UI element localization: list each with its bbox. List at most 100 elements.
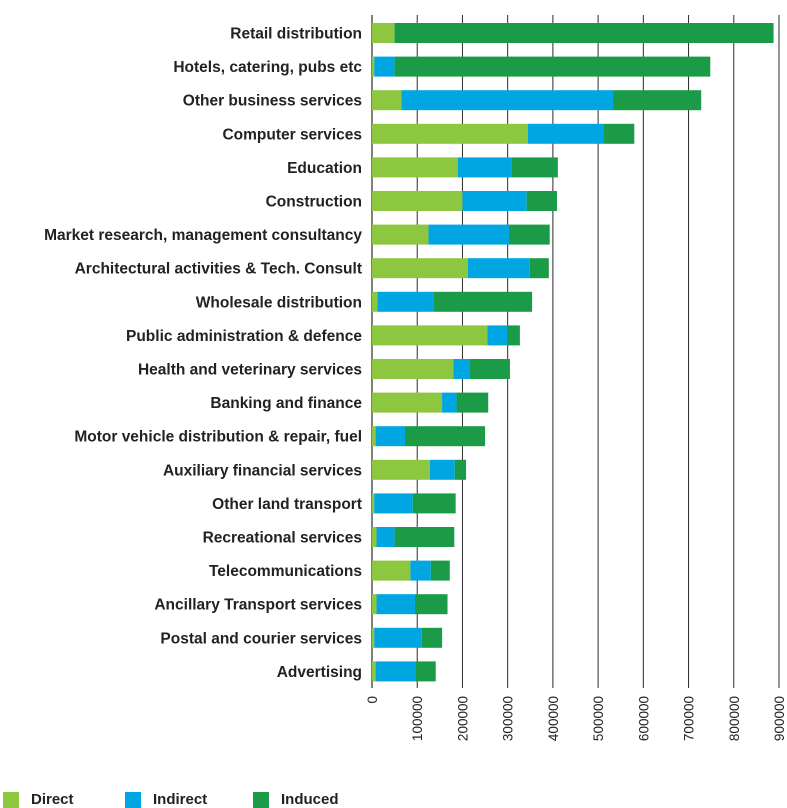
category-label-education: Education <box>287 160 362 177</box>
bar-indirect-market-research-management-consultancy <box>428 224 510 245</box>
x-tick-label-700000: 700000 <box>682 696 697 741</box>
category-label-motor-vehicle-distribution-repair-fuel: Motor vehicle distribution & repair, fue… <box>74 429 362 446</box>
x-tick-label-400000: 400000 <box>546 696 561 741</box>
bar-direct-ancillary-transport-services <box>372 594 377 615</box>
category-label-auxiliary-financial-services: Auxiliary financial services <box>163 462 362 479</box>
bar-indirect-advertising <box>375 661 416 682</box>
bar-indirect-other-land-transport <box>374 493 413 514</box>
x-tick-label-900000: 900000 <box>772 696 787 741</box>
category-label-computer-services: Computer services <box>222 126 362 143</box>
bar-induced-recreational-services <box>394 527 455 547</box>
bar-direct-health-and-veterinary-services <box>372 359 454 379</box>
bar-induced-market-research-management-consultancy <box>509 224 550 245</box>
x-tick-label-100000: 100000 <box>410 696 425 741</box>
bar-induced-retail-distribution <box>394 23 774 43</box>
x-tick-label-600000: 600000 <box>636 696 651 741</box>
legend-label-direct: Direct <box>31 791 74 808</box>
category-label-advertising: Advertising <box>277 664 362 681</box>
bar-induced-other-land-transport <box>412 493 456 514</box>
bar-induced-health-and-veterinary-services <box>469 359 510 379</box>
bar-indirect-public-administration-defence <box>487 325 508 346</box>
bar-direct-postal-and-courier-services <box>372 627 375 648</box>
bar-induced-auxiliary-financial-services <box>454 459 467 480</box>
category-labels: Retail distribution Hotels, catering, pub… <box>44 26 362 681</box>
category-label-market-research-management-consultancy: Market research, management consultancy <box>44 227 362 244</box>
legend: Direct Indirect Induced <box>0 788 787 808</box>
gridlines <box>371 15 780 688</box>
bar-indirect-motor-vehicle-distribution-repair-fuel <box>375 426 406 447</box>
bar-indirect-health-and-veterinary-services <box>453 359 470 379</box>
bar-direct-other-business-services <box>372 90 402 111</box>
category-label-other-land-transport: Other land transport <box>212 496 362 513</box>
bar-induced-other-business-services <box>613 90 702 111</box>
category-label-hotels-catering-pubs-etc: Hotels, catering, pubs etc <box>173 59 362 76</box>
bar-direct-hotels-catering-pubs-etc <box>372 56 375 77</box>
legend-item-indirect: Indirect <box>125 791 207 808</box>
legend-label-induced: Induced <box>281 791 339 808</box>
x-tick-label-0: 0 <box>365 696 380 704</box>
x-tick-label-800000: 800000 <box>727 696 742 741</box>
bar-induced-ancillary-transport-services <box>414 594 448 615</box>
bar-direct-computer-services <box>372 123 529 144</box>
legend-label-indirect: Indirect <box>153 791 208 808</box>
bar-indirect-hotels-catering-pubs-etc <box>374 56 395 77</box>
bar-induced-banking-and-finance <box>456 392 489 413</box>
bar-indirect-architectural-activities-tech-consult <box>467 258 530 279</box>
bar-induced-postal-and-courier-services <box>421 627 443 648</box>
bar-indirect-telecommunications <box>410 560 431 581</box>
bar-direct-construction <box>372 191 463 211</box>
category-label-public-administration-defence: Public administration & defence <box>126 328 362 345</box>
bar-direct-education <box>372 157 458 178</box>
bar-direct-recreational-services <box>372 527 377 547</box>
category-label-telecommunications: Telecommunications <box>209 563 362 580</box>
bar-direct-motor-vehicle-distribution-repair-fuel <box>372 426 376 447</box>
category-label-banking-and-finance: Banking and finance <box>210 395 362 412</box>
x-tick-label-300000: 300000 <box>501 696 516 741</box>
bar-induced-advertising <box>415 661 436 682</box>
category-label-other-business-services: Other business services <box>183 93 362 110</box>
bar-indirect-banking-and-finance <box>442 392 457 413</box>
bar-induced-wholesale-distribution <box>433 291 533 312</box>
x-tick-label-200000: 200000 <box>455 696 470 741</box>
bar-induced-education <box>511 157 558 178</box>
bar-indirect-postal-and-courier-services <box>374 627 422 648</box>
bar-induced-telecommunications <box>430 560 450 581</box>
bar-indirect-construction <box>462 191 527 211</box>
category-label-construction: Construction <box>266 194 362 211</box>
bar-direct-auxiliary-financial-services <box>372 459 430 480</box>
bar-direct-market-research-management-consultancy <box>372 224 429 245</box>
x-tick-label-500000: 500000 <box>591 696 606 741</box>
bar-induced-architectural-activities-tech-consult <box>529 258 549 279</box>
bar-induced-motor-vehicle-distribution-repair-fuel <box>405 426 486 447</box>
legend-swatch-induced <box>253 791 269 808</box>
bar-indirect-recreational-services <box>376 527 395 547</box>
bar-indirect-education <box>457 157 512 178</box>
bar-induced-hotels-catering-pubs-etc <box>394 56 711 77</box>
bar-indirect-ancillary-transport-services <box>376 594 415 615</box>
bar-direct-advertising <box>372 661 376 682</box>
bar-direct-telecommunications <box>372 560 411 581</box>
bar-induced-computer-services <box>603 123 635 144</box>
bar-direct-retail-distribution <box>372 23 395 43</box>
bar-indirect-computer-services <box>528 123 604 144</box>
category-label-recreational-services: Recreational services <box>203 530 362 547</box>
bar-direct-banking-and-finance <box>372 392 443 413</box>
legend-swatch-direct <box>3 791 19 808</box>
bar-indirect-auxiliary-financial-services <box>429 459 455 480</box>
bar-indirect-wholesale-distribution <box>377 291 434 312</box>
bar-direct-public-administration-defence <box>372 325 488 346</box>
legend-swatch-indirect <box>125 791 141 808</box>
bars <box>372 23 774 682</box>
legend-item-induced: Induced <box>253 791 339 808</box>
category-label-retail-distribution: Retail distribution <box>230 26 362 43</box>
x-axis-tick-labels: 0 100000 200000 300000 400000 500000 600000 700… <box>365 696 787 741</box>
bar-indirect-other-business-services <box>401 90 614 111</box>
category-label-postal-and-courier-services: Postal and courier services <box>160 630 362 647</box>
stacked-bar-chart: Retail distribution Hotels, catering, pub… <box>44 15 787 741</box>
category-label-ancillary-transport-services: Ancillary Transport services <box>154 597 362 614</box>
bar-direct-architectural-activities-tech-consult <box>372 258 468 279</box>
bar-direct-other-land-transport <box>372 493 375 514</box>
bar-induced-public-administration-defence <box>507 325 520 346</box>
category-label-health-and-veterinary-services: Health and veterinary services <box>138 362 362 379</box>
bar-direct-wholesale-distribution <box>372 291 378 312</box>
